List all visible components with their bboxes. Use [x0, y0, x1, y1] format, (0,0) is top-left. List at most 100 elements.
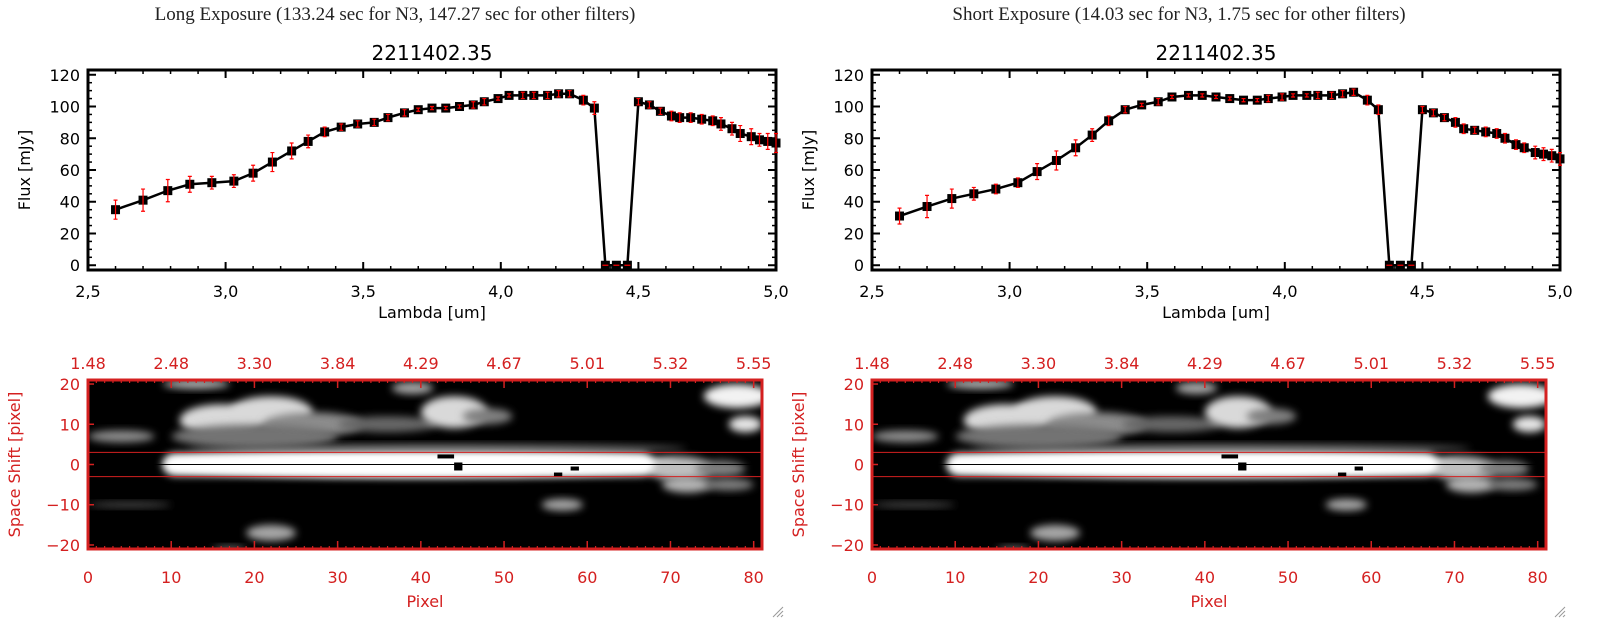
error-bar	[1533, 145, 1538, 160]
image-blob	[1046, 412, 1147, 437]
bad-pixel	[1354, 466, 1363, 471]
image-blob	[946, 380, 1014, 389]
left-panel-long-exposure: Long Exposure (133.24 sec for N3, 147.27…	[0, 0, 790, 630]
bad-pixel	[570, 466, 579, 471]
top-tick-label: 4.29	[1187, 354, 1223, 373]
error-bar	[636, 97, 641, 106]
x-tick-label: 3,5	[1134, 282, 1159, 301]
image-blob	[188, 444, 687, 453]
error-bar	[482, 97, 487, 106]
x-tick-label: 40	[1195, 568, 1215, 587]
error-bar	[1420, 105, 1425, 114]
y-tick-label: 0	[854, 256, 864, 275]
x-tick-label: 40	[411, 568, 431, 587]
x-tick-label: 20	[244, 568, 264, 587]
error-bar	[1461, 123, 1466, 135]
error-bar	[710, 115, 715, 127]
error-bar	[774, 132, 778, 154]
error-bar	[1472, 126, 1477, 135]
y-tick-label: −20	[830, 536, 864, 555]
x-tick-label: 4,5	[626, 282, 651, 301]
x-tick-label: 5,0	[763, 282, 788, 301]
image-background	[872, 380, 1546, 549]
y-tick-label: 20	[60, 224, 80, 243]
error-bar	[1541, 147, 1546, 162]
image-blob	[462, 408, 513, 425]
y-tick-label: 100	[833, 98, 864, 117]
y-tick-label: 120	[833, 66, 864, 85]
error-bar	[567, 90, 572, 98]
resize-grip-icon[interactable]	[770, 604, 784, 618]
error-bar	[1431, 109, 1436, 117]
top-tick-label: 4.67	[486, 354, 522, 373]
image-blob	[947, 451, 1463, 478]
error-bar	[1169, 94, 1174, 100]
exposure-title: Short Exposure (14.03 sec for N3, 1.75 s…	[952, 4, 1406, 25]
error-bar	[738, 124, 743, 143]
error-bar	[556, 90, 561, 98]
resize-grip-icon[interactable]	[1552, 604, 1566, 618]
image-blob	[246, 524, 296, 541]
x-tick-label: 80	[1527, 568, 1547, 587]
error-bar	[1315, 91, 1320, 100]
x-tick-label: 10	[945, 568, 965, 587]
image-blob	[229, 396, 313, 429]
image-blob	[163, 451, 679, 478]
image-blob	[955, 424, 1122, 449]
y-axis-label: Space Shift [pixel]	[5, 392, 24, 538]
top-tick-label: 3.30	[1021, 354, 1057, 373]
image-blob	[337, 416, 438, 433]
top-tick-label: 3.84	[1104, 354, 1140, 373]
y-tick-label: 20	[60, 375, 80, 394]
image-blob	[420, 396, 488, 429]
y-tick-label: 80	[844, 129, 864, 148]
image-content	[872, 380, 1546, 549]
top-tick-label: 3.84	[320, 354, 356, 373]
error-bar	[306, 134, 311, 149]
error-bar	[471, 101, 476, 109]
y-tick-label: 60	[844, 161, 864, 180]
error-bar	[1291, 93, 1296, 98]
image-blob	[1013, 396, 1097, 429]
y-tick-label: 10	[844, 415, 864, 434]
image-blob	[1121, 416, 1222, 433]
spectrum-chart-long: 2211402.35 2,5 3,0 3,5 4,0 4,5 5,0 0 20 40 60 80 100…	[15, 41, 789, 322]
error-bar	[1365, 94, 1370, 106]
error-bar	[1549, 148, 1554, 163]
error-bar	[1266, 94, 1271, 103]
error-bar	[669, 110, 674, 122]
x-tick-label: 3,0	[997, 282, 1022, 301]
error-bar	[581, 94, 586, 106]
x-tick-label: 5,0	[1547, 282, 1572, 301]
error-bar	[531, 91, 536, 100]
y-tick-label: 0	[70, 256, 80, 275]
error-bar	[765, 132, 770, 150]
bad-pixel	[454, 462, 463, 471]
error-bar	[545, 91, 550, 100]
error-bar	[1090, 128, 1095, 143]
y-tick-label: 10	[60, 415, 80, 434]
bad-pixel	[437, 454, 455, 459]
y-tick-label: −10	[46, 496, 80, 515]
error-bar	[520, 91, 525, 100]
image-blob	[703, 478, 754, 491]
image-blob	[695, 460, 746, 477]
x-tick-label: 30	[1111, 568, 1131, 587]
error-bar	[1139, 102, 1144, 108]
y-tick-label: 20	[844, 224, 864, 243]
image-blob	[872, 430, 939, 443]
error-bar	[355, 120, 360, 128]
x-tick-label: 20	[1028, 568, 1048, 587]
error-bar	[231, 174, 236, 189]
top-tick-label: 5.01	[569, 354, 605, 373]
chart-title: 2211402.35	[1156, 41, 1277, 65]
image-frame	[870, 378, 1548, 551]
x-tick-label: 70	[1444, 568, 1464, 587]
error-bar	[443, 105, 448, 111]
error-bar	[729, 121, 734, 136]
x-tick-label: 10	[161, 568, 181, 587]
error-bar	[949, 188, 954, 209]
exposure-title: Long Exposure (133.24 sec for N3, 147.27…	[154, 4, 636, 25]
right-panel-short-exposure: Short Exposure (14.03 sec for N3, 1.75 s…	[784, 0, 1574, 630]
image-blob	[1246, 408, 1297, 425]
